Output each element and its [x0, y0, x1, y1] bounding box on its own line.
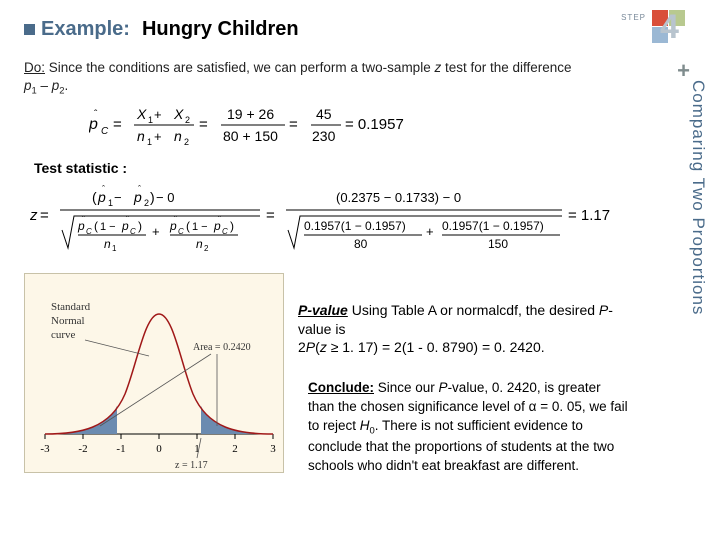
svg-text:): ) — [150, 189, 155, 205]
svg-text:(: ( — [94, 219, 98, 233]
svg-text:(0.2375 − 0.1733) − 0: (0.2375 − 0.1733) − 0 — [336, 190, 461, 205]
svg-text:p: p — [133, 189, 142, 205]
svg-text:3: 3 — [270, 443, 276, 455]
svg-text:=: = — [289, 116, 298, 133]
pooled-formula: ˆ p C = X 1 + X 2 n 1 + n 2 = 19 + 2 — [24, 103, 574, 152]
title-main: Hungry Children — [142, 18, 299, 41]
svg-text:80 + 150: 80 + 150 — [223, 128, 278, 144]
svg-text:p: p — [89, 116, 98, 133]
svg-text:2: 2 — [185, 115, 190, 125]
step-logo: STEP 4 — [602, 8, 692, 56]
step-number: 4 — [660, 8, 679, 46]
svg-text:n: n — [196, 237, 203, 251]
svg-text:0: 0 — [156, 443, 162, 455]
svg-text:2: 2 — [184, 137, 189, 147]
side-title: Comparing Two Proportions — [688, 80, 708, 315]
svg-text:80: 80 — [354, 237, 368, 251]
normal-curve-diagram: -3-2-10123 Standard Normal curve Area = … — [24, 273, 284, 473]
do-label: Do: — [24, 60, 45, 75]
svg-text:1 −: 1 − — [192, 221, 208, 233]
svg-text:2: 2 — [232, 443, 238, 455]
svg-text:1: 1 — [112, 244, 117, 253]
svg-text:150: 150 — [488, 237, 508, 251]
svg-text:p: p — [121, 219, 129, 233]
svg-text:C: C — [101, 126, 109, 137]
step-text: STEP — [621, 13, 646, 22]
svg-text:+: + — [154, 129, 162, 144]
svg-text:+: + — [154, 107, 162, 122]
title-row: Example: Hungry Children — [24, 18, 696, 41]
svg-text:= 1.17: = 1.17 — [568, 207, 610, 224]
test-statistic-label: Test statistic : — [34, 160, 696, 176]
svg-text:-3: -3 — [40, 443, 50, 455]
svg-text:X: X — [173, 106, 184, 122]
svg-text:p: p — [77, 219, 85, 233]
svg-text:p: p — [213, 219, 221, 233]
svg-text:p: p — [169, 219, 177, 233]
svg-text:=: = — [199, 116, 208, 133]
svg-text:): ) — [138, 219, 142, 233]
svg-text:1: 1 — [147, 137, 152, 147]
svg-text:=: = — [266, 207, 275, 224]
svg-text:=: = — [113, 116, 122, 133]
lower-section: -3-2-10123 Standard Normal curve Area = … — [24, 273, 696, 476]
svg-text:Area = 0.2420: Area = 0.2420 — [193, 342, 251, 353]
svg-text:0.1957(1 − 0.1957): 0.1957(1 − 0.1957) — [442, 219, 544, 233]
svg-text:(: ( — [186, 219, 190, 233]
svg-text:Normal: Normal — [51, 315, 85, 327]
svg-text:): ) — [230, 219, 234, 233]
right-text-column: P-value Using Table A or normalcdf, the … — [298, 273, 628, 476]
svg-text:−: − — [114, 190, 122, 205]
bullet-square — [24, 24, 35, 35]
svg-text:z = 1.17: z = 1.17 — [175, 460, 208, 471]
svg-text:-1: -1 — [116, 443, 125, 455]
svg-text:=: = — [40, 207, 49, 224]
svg-text:230: 230 — [312, 128, 336, 144]
example-label: Example: — [41, 18, 130, 41]
do-line: Do: Since the conditions are satisfied, … — [24, 59, 584, 99]
svg-text:− 0: − 0 — [156, 190, 174, 205]
svg-text:n: n — [104, 237, 111, 251]
svg-text:z: z — [30, 207, 38, 224]
svg-text:0.1957(1 − 0.1957): 0.1957(1 − 0.1957) — [304, 219, 406, 233]
svg-text:19 + 26: 19 + 26 — [227, 106, 274, 122]
svg-text:n: n — [174, 128, 182, 144]
svg-text:Standard: Standard — [51, 301, 91, 313]
svg-text:= 0.1957: = 0.1957 — [345, 116, 404, 133]
svg-text:(: ( — [92, 189, 97, 205]
svg-text:2: 2 — [204, 244, 209, 253]
svg-text:curve: curve — [51, 329, 76, 341]
z-formula: z = ( ˆ p 1 − ˆ p 2 ) − 0 ˆ — [30, 180, 640, 259]
svg-text:1: 1 — [108, 198, 113, 208]
slide-root: STEP 4 + Comparing Two Proportions Examp… — [0, 0, 720, 540]
svg-text:45: 45 — [316, 106, 332, 122]
svg-text:1 −: 1 − — [100, 221, 116, 233]
conclude-block: Conclude: Since our P-value, 0. 2420, is… — [308, 379, 628, 475]
svg-text:X: X — [136, 106, 147, 122]
pvalue-block: P-value Using Table A or normalcdf, the … — [298, 301, 628, 358]
svg-text:+: + — [152, 224, 160, 239]
svg-text:n: n — [137, 128, 145, 144]
svg-text:p: p — [97, 189, 106, 205]
svg-text:-2: -2 — [78, 443, 87, 455]
svg-text:1: 1 — [148, 115, 153, 125]
svg-text:2: 2 — [144, 198, 149, 208]
svg-text:+: + — [426, 224, 434, 239]
